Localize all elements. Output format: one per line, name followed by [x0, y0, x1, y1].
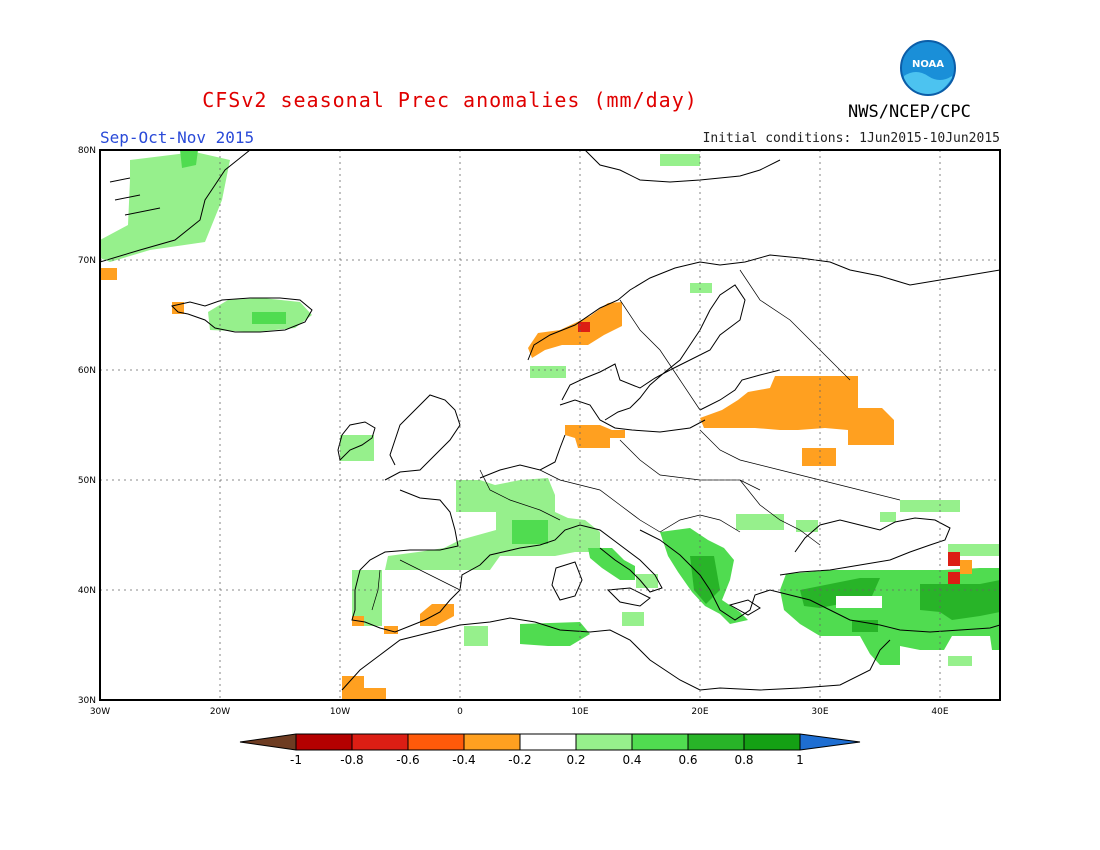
anomaly-shading: [100, 150, 1000, 700]
lon-label: 10W: [330, 707, 350, 717]
legend-tick: -0.8: [340, 753, 363, 767]
legend-swatch: [408, 734, 464, 750]
coastlines: [100, 150, 1000, 691]
map-frame: [99, 149, 1001, 701]
legend-swatch: [464, 734, 520, 750]
lon-label: 20W: [210, 707, 230, 717]
noaa-logo: NOAA: [900, 40, 956, 96]
anomaly-norway: [528, 302, 622, 358]
lat-label: 80N: [78, 146, 96, 156]
legend-tick: -0.4: [452, 753, 475, 767]
lat-label: 50N: [78, 476, 96, 486]
legend-swatch: [576, 734, 632, 750]
legend-tick: 0.6: [678, 753, 697, 767]
season-label: Sep-Oct-Nov 2015: [100, 128, 255, 147]
anomaly-greenland: [100, 152, 230, 262]
lon-label: 30E: [811, 707, 828, 717]
legend-tick: -1: [290, 753, 302, 767]
legend-swatch: [296, 734, 352, 750]
lon-labels: 30W 20W 10W 0 10E 20E 30E 40E: [90, 707, 949, 717]
lat-labels: 80N 70N 60N 50N 40N 30N: [78, 146, 96, 706]
country-borders: [371, 269, 901, 611]
lat-label: 70N: [78, 256, 96, 266]
lat-label: 60N: [78, 366, 96, 376]
legend-swatch: [744, 734, 800, 750]
legend-tick: -0.6: [396, 753, 419, 767]
logo-text: NOAA: [912, 59, 944, 70]
legend-low-arrow: [240, 734, 296, 750]
legend-swatch: [688, 734, 744, 750]
legend-swatch: [520, 734, 576, 750]
legend-tick: -0.2: [508, 753, 531, 767]
lon-label: 20E: [691, 707, 708, 717]
legend-swatch: [632, 734, 688, 750]
agency-label: NWS/NCEP/CPC: [848, 102, 971, 122]
graticule: [100, 150, 1000, 700]
legend-tick: 0.4: [622, 753, 641, 767]
lon-label: 40E: [931, 707, 948, 717]
anomaly-france-iberia: [385, 478, 600, 570]
map-title: CFSv2 seasonal Prec anomalies (mm/day): [202, 88, 698, 112]
lon-label: 10E: [571, 707, 588, 717]
lat-label: 30N: [78, 696, 96, 706]
lat-label: 40N: [78, 586, 96, 596]
lon-label: 30W: [90, 707, 110, 717]
initial-conditions: Initial conditions: 1Jun2015-10Jun2015: [702, 131, 1000, 146]
legend-tick: 1: [796, 753, 804, 767]
legend-tick: 0.8: [734, 753, 753, 767]
legend-swatch: [352, 734, 408, 750]
lon-label: 0: [457, 707, 463, 717]
color-legend: -1 -0.8 -0.6 -0.4 -0.2 0.2 0.4 0.6 0.8 1: [239, 733, 861, 767]
legend-tick: 0.2: [566, 753, 585, 767]
anomaly-russia: [700, 376, 894, 445]
legend-high-arrow: [800, 734, 860, 750]
